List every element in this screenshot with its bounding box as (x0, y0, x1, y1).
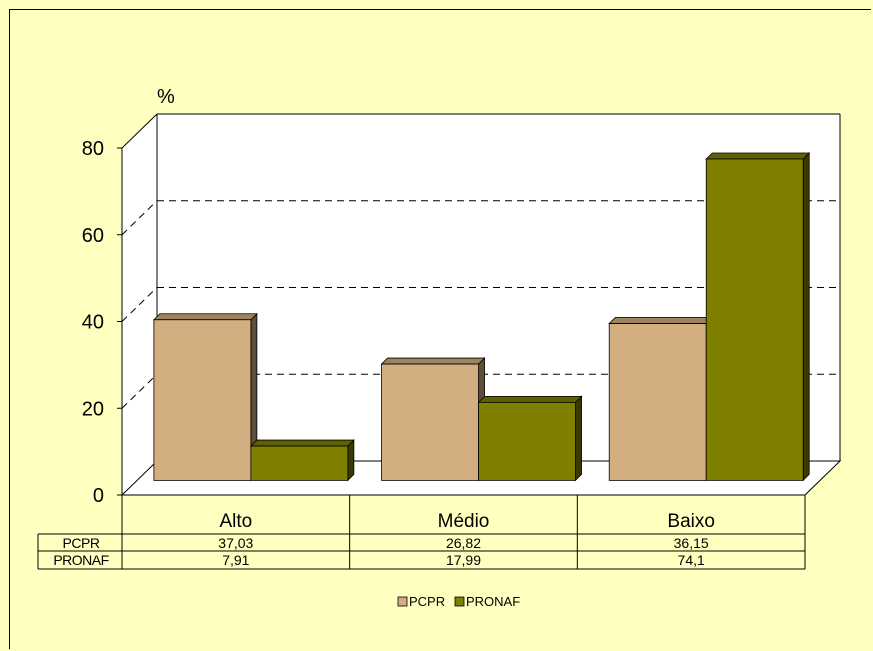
bar-side (347, 439, 355, 482)
legend: PCPR PRONAF (397, 594, 520, 609)
y-tick-label: 40 (82, 312, 104, 334)
bar-pcpr-1 (152, 312, 258, 482)
table-series-name: PCPR (63, 535, 100, 551)
side-wall-top-edge (121, 113, 158, 149)
bar-front (608, 323, 707, 481)
bar-front (478, 401, 576, 481)
bar-pronaf-3 (705, 152, 811, 482)
y-tick-label: 80 (82, 138, 104, 160)
table-cell: 26,82 (446, 535, 481, 551)
bar-pcpr-2 (380, 357, 486, 482)
bar-pronaf-2 (477, 395, 583, 482)
y-axis-label: % (157, 86, 175, 108)
bar-top (152, 313, 258, 321)
bar-front (153, 319, 252, 481)
category-label: Baixo (667, 511, 715, 532)
legend-label: PCPR (409, 594, 445, 609)
bar-top (380, 357, 486, 365)
bar-pcpr-3 (608, 316, 714, 482)
bar-top (608, 317, 714, 324)
table-cell: 37,03 (218, 535, 253, 551)
gridline-side (121, 200, 158, 236)
chart-frame (9, 9, 871, 649)
table-series-name: PRONAF (53, 552, 108, 568)
gridline-side (121, 373, 158, 409)
bar-front (705, 158, 804, 481)
legend-swatch (397, 596, 408, 607)
bar-top (705, 152, 811, 160)
y-tick-label: 20 (82, 398, 104, 420)
bar-top (249, 439, 355, 447)
category-label: Médio (438, 511, 490, 532)
table-cell: 36,15 (674, 535, 709, 551)
bar-front (381, 363, 479, 481)
data-table: Alto Médio Baixo PCPR 37,03 26,82 36,15 PRONAF 7… (37, 494, 806, 570)
table-cell: 74,1 (678, 552, 705, 568)
category-label: Alto (219, 511, 252, 532)
bar-side (802, 152, 810, 482)
y-tick-label: 60 (82, 225, 104, 247)
table-cell: 7,91 (222, 552, 249, 568)
legend-label: PRONAF (466, 594, 520, 609)
y-tick-label: 0 (93, 485, 104, 507)
bar-pronaf-1 (249, 439, 355, 482)
bar-front (250, 445, 349, 481)
bar-side (575, 395, 582, 482)
gridline-side (121, 287, 158, 322)
table-cell: 17,99 (446, 552, 481, 568)
bar-top (477, 395, 583, 403)
legend-swatch (454, 596, 465, 607)
